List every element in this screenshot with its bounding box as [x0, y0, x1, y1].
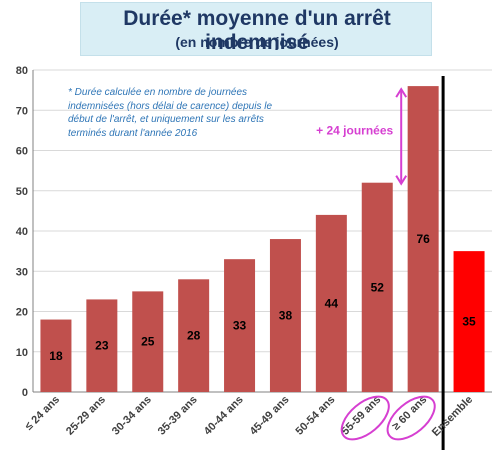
bar	[453, 251, 485, 392]
y-tick-label: 80	[16, 65, 28, 77]
bar	[178, 279, 210, 392]
data-label: 52	[371, 280, 385, 294]
data-label: 38	[279, 309, 293, 323]
x-tick-label: 35-39 ans	[156, 394, 200, 438]
bar	[224, 259, 256, 392]
data-label: 35	[462, 315, 476, 329]
x-tick-label: ≤ 24 ans	[23, 394, 62, 433]
y-tick-label: 0	[22, 387, 28, 399]
data-label: 33	[233, 319, 247, 333]
y-tick-label: 10	[16, 347, 28, 359]
bar	[361, 182, 393, 392]
chart-subtitle: (en nombre de journées)	[175, 34, 339, 50]
y-tick-label: 50	[16, 186, 28, 198]
title-box: Durée* moyenne d'un arrêt indemnisé (en …	[80, 2, 432, 56]
x-tick-label: 30-34 ans	[110, 394, 154, 438]
data-label: 25	[141, 335, 155, 349]
bar	[315, 214, 347, 392]
bar	[407, 86, 439, 392]
footnote: * Durée calculée en nombre de journées i…	[68, 87, 273, 139]
highlight-ellipse	[340, 395, 390, 441]
data-label: 23	[95, 339, 109, 353]
bar	[132, 291, 164, 392]
bar	[40, 319, 72, 392]
y-tick-label: 70	[16, 105, 28, 117]
y-tick-label: 60	[16, 146, 28, 158]
data-label: 18	[49, 349, 63, 363]
data-label: 76	[416, 232, 430, 246]
y-tick-label: 40	[16, 226, 28, 238]
x-tick-label: 45-49 ans	[248, 394, 292, 438]
highlight-ellipse	[386, 395, 436, 441]
x-tick-label: Ensemble	[430, 394, 475, 439]
arrow-head-up	[395, 87, 408, 98]
x-tick-label: 50-54 ans	[294, 394, 338, 438]
data-label: 28	[187, 329, 201, 343]
y-tick-label: 20	[16, 307, 28, 319]
x-tick-label: 40-44 ans	[202, 394, 246, 438]
x-tick-label: 25-29 ans	[64, 394, 108, 438]
y-tick-label: 30	[16, 266, 28, 278]
arrow-head-down	[395, 175, 408, 186]
bar	[86, 299, 118, 392]
bar	[269, 239, 301, 392]
chart-title: Durée* moyenne d'un arrêt indemnisé	[123, 7, 391, 54]
difference-annotation: + 24 journées	[316, 123, 393, 137]
data-label: 44	[325, 296, 339, 310]
